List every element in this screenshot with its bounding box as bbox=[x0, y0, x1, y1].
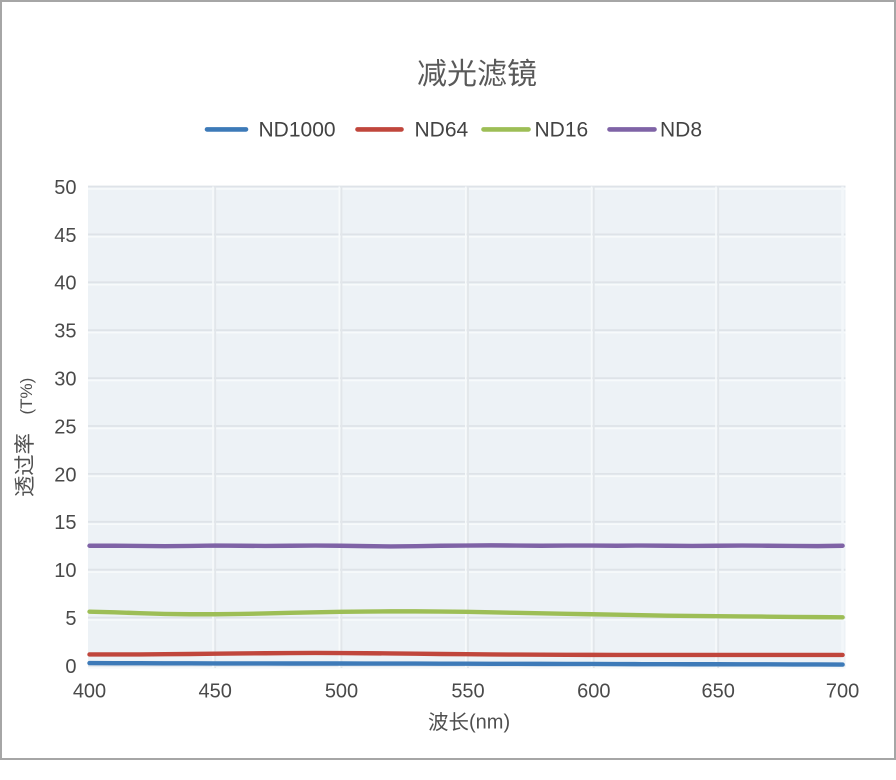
svg-text:10: 10 bbox=[54, 560, 76, 582]
svg-text:25: 25 bbox=[54, 416, 76, 438]
svg-text:35: 35 bbox=[54, 321, 76, 343]
svg-text:(T%): (T%) bbox=[17, 378, 36, 415]
svg-text:500: 500 bbox=[325, 680, 358, 702]
svg-text:450: 450 bbox=[199, 680, 232, 702]
svg-text:50: 50 bbox=[54, 177, 76, 199]
svg-text:40: 40 bbox=[54, 273, 76, 295]
svg-text:ND8: ND8 bbox=[660, 118, 702, 141]
svg-text:600: 600 bbox=[577, 680, 610, 702]
svg-text:550: 550 bbox=[451, 680, 484, 702]
svg-text:15: 15 bbox=[54, 512, 76, 534]
svg-text:(nm): (nm) bbox=[469, 712, 510, 734]
svg-text:30: 30 bbox=[54, 369, 76, 391]
svg-text:20: 20 bbox=[54, 464, 76, 486]
svg-text:650: 650 bbox=[702, 680, 735, 702]
svg-text:5: 5 bbox=[65, 608, 76, 630]
svg-text:45: 45 bbox=[54, 225, 76, 247]
svg-text:ND64: ND64 bbox=[415, 118, 469, 141]
svg-text:ND1000: ND1000 bbox=[259, 118, 336, 141]
svg-text:ND16: ND16 bbox=[535, 118, 589, 141]
svg-text:0: 0 bbox=[65, 656, 76, 678]
svg-text:700: 700 bbox=[826, 680, 859, 702]
svg-text:400: 400 bbox=[73, 680, 106, 702]
